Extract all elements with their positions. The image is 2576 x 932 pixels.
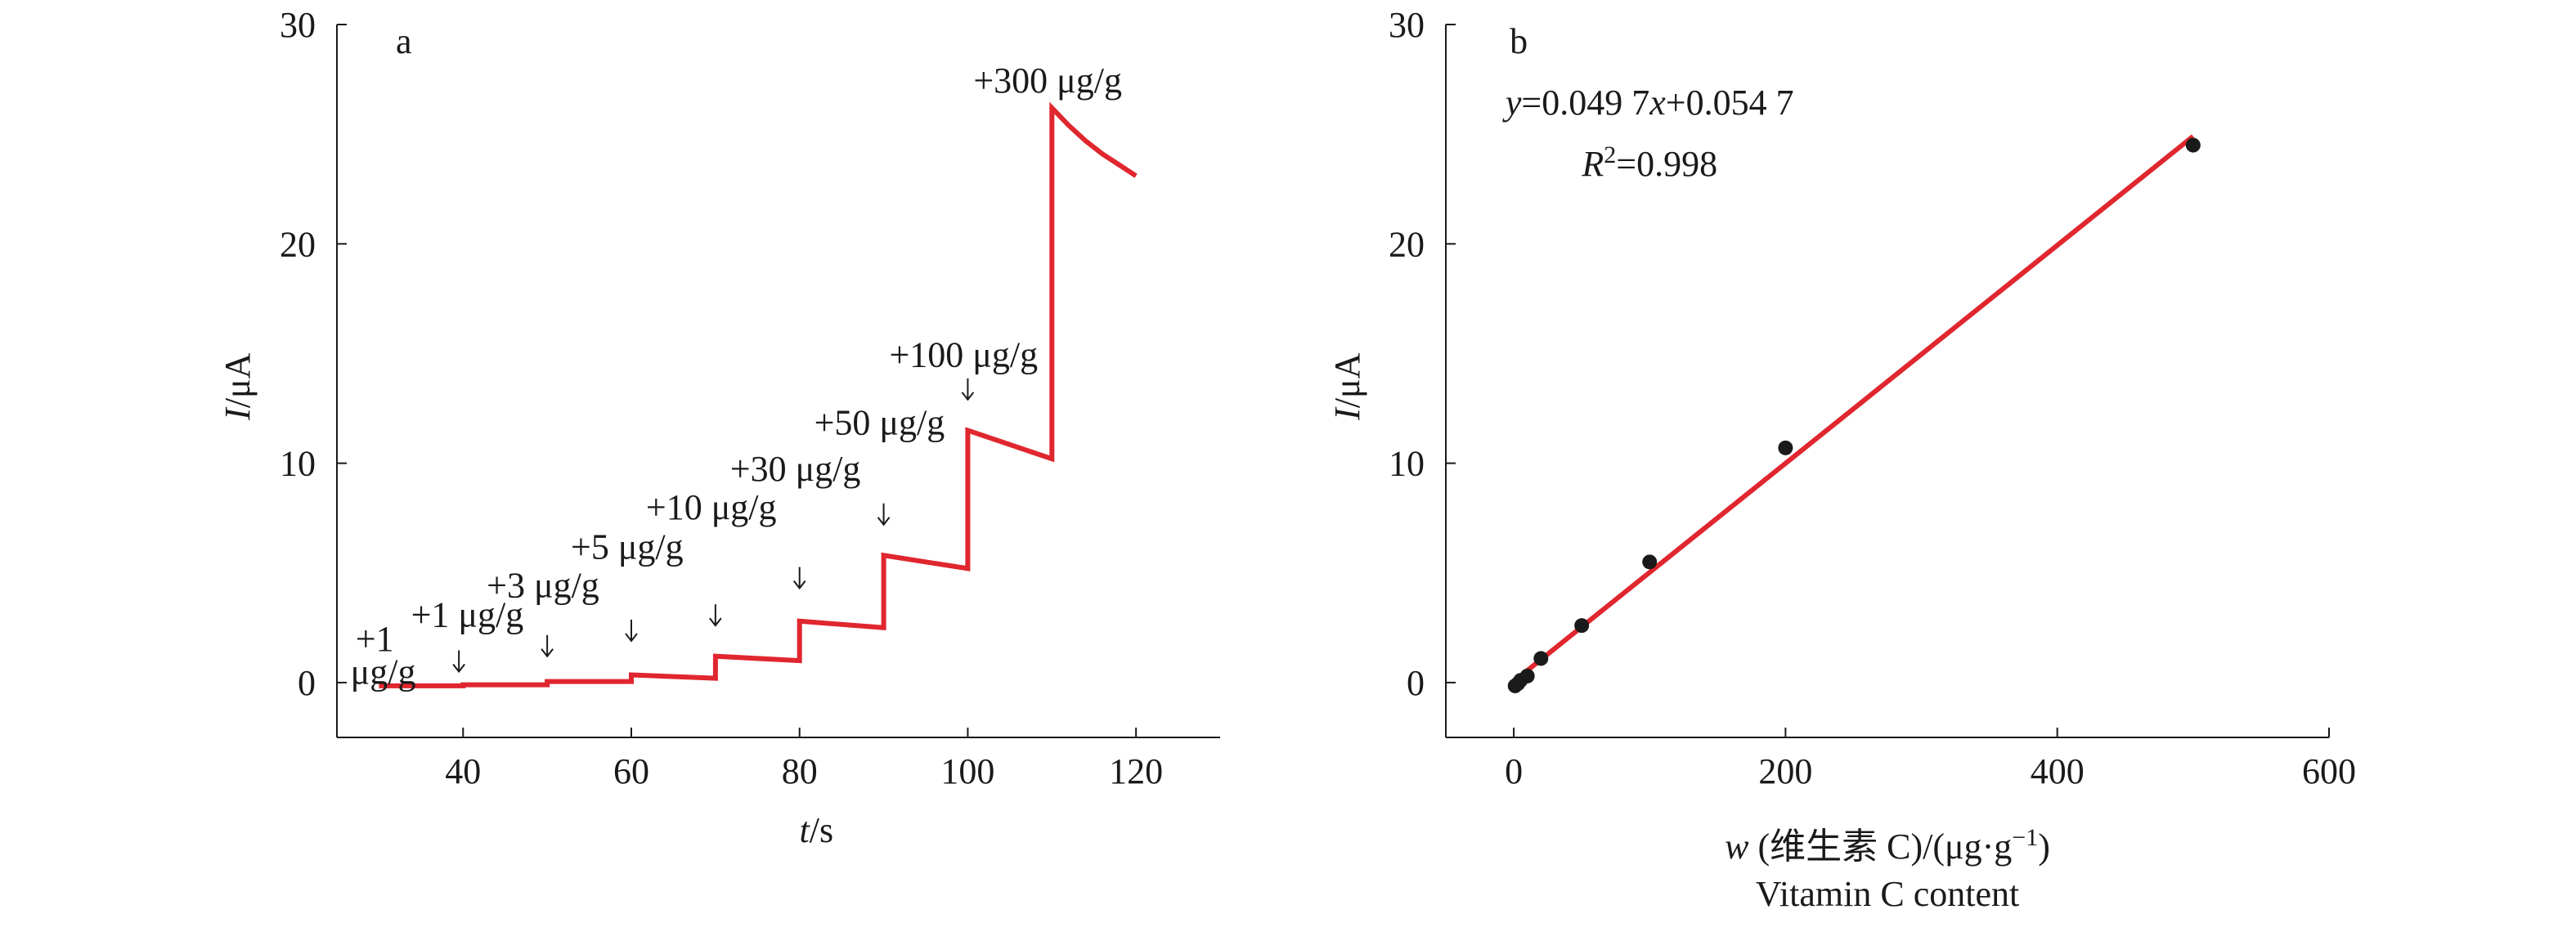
- panel-a-annotation-arrow: [452, 650, 465, 674]
- panel-a-y-axis-title: I/μA: [218, 352, 258, 420]
- panel-b-data-point: [1574, 618, 1590, 634]
- panel-b-fit-line-path: [1512, 134, 2195, 683]
- panel-a-y-tick-label: 30: [280, 5, 316, 45]
- panel-a-annotation-arrow: [709, 604, 722, 627]
- panel-b-points: [1507, 137, 2201, 693]
- panel-b-x-unit-close: ): [2038, 827, 2050, 867]
- panel-b-eq-y: y: [1502, 83, 1522, 123]
- panel-a-y-tick-label: 10: [280, 444, 316, 484]
- panel-a-annotation-arrow: [792, 567, 806, 590]
- panel-b-x-unit: (维生素 C)/(μg·g: [1749, 827, 2013, 867]
- panel-a-y-tick-label: 20: [280, 224, 316, 264]
- panel-b-y-tick-label: 20: [1389, 224, 1425, 264]
- panel-b-y-axis-title: I/μA: [1327, 352, 1367, 420]
- panel-a-annotation-label: +1 μg/g: [411, 595, 524, 635]
- panel-b-eq-x: x: [1649, 83, 1666, 123]
- panel-a-annotation-label: +30 μg/g: [730, 449, 861, 489]
- panel-a-y-variable: I: [218, 406, 258, 421]
- panel-a-chart: 0 10 20 30 40 60 80 100 120 +1μg/g +1 μg/g+3 μg/…: [218, 5, 1220, 850]
- panel-b-eq-intercept: +0.054 7: [1666, 83, 1794, 123]
- panel-b-x-axis-title: w (维生素 C)/(μg·g−1): [1725, 824, 2050, 867]
- panel-b-x-tick-label: 200: [1758, 751, 1812, 791]
- panel-b-data-point: [1642, 554, 1658, 570]
- panel-a-x-tick-label: 100: [940, 751, 994, 791]
- panel-b-y-unit: /μA: [1327, 352, 1367, 408]
- panel-b-r-squared: R2=0.998: [1581, 141, 1717, 184]
- panel-b-data-point: [1519, 668, 1535, 683]
- panel-a-annotation-arrow: [625, 619, 638, 643]
- panel-a-x-axis-title: t/s: [799, 810, 833, 850]
- panel-a-x-variable: t: [799, 810, 810, 850]
- panel-a-annotation-arrow: [541, 634, 554, 658]
- panel-b-r-sup: 2: [1604, 141, 1616, 168]
- panel-a-x-ticks: 40 60 80 100 120: [445, 728, 1163, 791]
- panel-b-axes: [1445, 25, 2329, 738]
- panel-b-letter: b: [1510, 21, 1528, 61]
- panel-b-x-tick-label: 600: [2302, 751, 2356, 791]
- panel-a-y-tick-label: 0: [298, 663, 316, 703]
- panel-b-r-var: R: [1581, 144, 1604, 184]
- panel-a-letter: a: [396, 21, 412, 61]
- panel-a-series: [379, 101, 1138, 688]
- panel-a-annotation-arrow: [961, 378, 975, 401]
- panel-b-data-point: [2185, 137, 2201, 153]
- panel-a-y-unit: /μA: [218, 352, 258, 408]
- panel-b-x-variable: w: [1725, 827, 1749, 867]
- panel-a-annotation-label: +50 μg/g: [815, 403, 945, 443]
- panel-b-x-axis-title-english: Vitamin C content: [1756, 874, 2019, 914]
- panel-a-annotation-label: +100 μg/g: [889, 335, 1038, 375]
- panel-b-equation: y=0.049 7x+0.054 7: [1502, 83, 1794, 123]
- panel-a-annotation-label: +300 μg/g: [973, 60, 1122, 101]
- panel-a-annotation-label: +10 μg/g: [646, 487, 777, 527]
- panel-b-y-variable: I: [1327, 406, 1367, 421]
- panel-b-eq-slope: =0.049 7: [1521, 83, 1649, 123]
- panel-a-x-tick-label: 80: [782, 751, 818, 791]
- panel-a-x-tick-label: 120: [1109, 751, 1163, 791]
- panel-b-x-unit-sup: −1: [2012, 824, 2038, 851]
- panel-a-annotation-arrow: [877, 503, 891, 526]
- panel-a-annotation-label: μg/g: [351, 652, 416, 692]
- panel-a-axes: [336, 25, 1220, 738]
- panel-b-data-point: [1533, 651, 1549, 666]
- panel-a-annotation-label: +5 μg/g: [571, 526, 684, 567]
- panel-b-y-ticks: 0 10 20 30: [1389, 5, 1456, 703]
- panel-b-fit-line: [1512, 134, 2195, 683]
- panel-b-y-tick-label: 30: [1389, 5, 1425, 45]
- panel-b-x-ticks: 0 200 400 600: [1505, 728, 2356, 791]
- panel-a-annotation-label: +1: [356, 619, 394, 659]
- panel-a-x-tick-label: 40: [445, 751, 481, 791]
- panel-b-data-point: [1778, 440, 1793, 455]
- panel-a-annotations: +1μg/g +1 μg/g+3 μg/g+5 μg/g+10 μg/g+30 μ…: [351, 60, 1122, 692]
- panel-a-annotation-label: +3 μg/g: [487, 565, 599, 605]
- panel-b-y-tick-label: 0: [1407, 663, 1425, 703]
- panel-b-x-tick-label: 400: [2031, 751, 2085, 791]
- panel-b-y-tick-label: 10: [1389, 444, 1425, 484]
- panel-a-x-unit: /s: [810, 810, 833, 850]
- panel-a-series-line: [379, 101, 1138, 688]
- panel-b-r-value: =0.998: [1616, 144, 1717, 184]
- panel-a-x-tick-label: 60: [613, 751, 649, 791]
- panel-a-y-ticks: 0 10 20 30: [280, 5, 347, 703]
- panel-b-x-tick-label: 0: [1505, 751, 1523, 791]
